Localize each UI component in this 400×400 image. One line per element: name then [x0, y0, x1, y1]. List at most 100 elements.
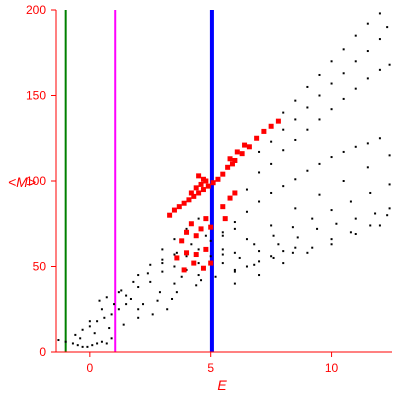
black-point [342, 48, 345, 51]
black-point [366, 50, 369, 53]
black-point [74, 333, 77, 336]
black-point [306, 106, 309, 109]
black-point [175, 251, 178, 254]
red-point [246, 144, 252, 150]
black-point [318, 162, 321, 165]
black-point [161, 258, 164, 261]
x-axis-title: E [217, 377, 227, 393]
red-point [232, 157, 238, 163]
black-point [96, 320, 99, 323]
black-point [105, 296, 108, 299]
y-tick-label: 200 [26, 3, 46, 17]
red-point [184, 229, 190, 235]
red-point [196, 173, 202, 179]
black-point [110, 313, 113, 316]
black-point [258, 260, 261, 263]
black-point [233, 270, 236, 273]
black-point [100, 308, 103, 311]
black-point [330, 238, 333, 241]
black-point [335, 222, 338, 225]
red-point [203, 216, 209, 222]
red-point [229, 161, 235, 167]
black-point [158, 291, 161, 294]
black-point [197, 217, 200, 220]
black-point [233, 251, 236, 254]
black-point [386, 214, 389, 217]
black-point [166, 308, 169, 311]
black-point [388, 207, 391, 210]
black-point [369, 191, 372, 194]
black-point [161, 270, 164, 273]
black-point [171, 297, 174, 300]
red-point [198, 226, 204, 232]
black-point [125, 294, 128, 297]
red-point [188, 221, 194, 227]
black-point [103, 316, 106, 319]
black-point [374, 212, 377, 215]
black-point [311, 217, 314, 220]
black-point [342, 150, 345, 153]
black-point [76, 344, 79, 347]
black-point [366, 142, 369, 145]
black-point [354, 87, 357, 90]
black-point [137, 316, 140, 319]
black-point [233, 282, 236, 285]
black-point [342, 72, 345, 75]
y-tick-label: 100 [26, 174, 46, 188]
black-point [270, 255, 273, 258]
red-point [167, 212, 173, 218]
black-point [282, 149, 285, 152]
black-point [318, 73, 321, 76]
black-point [318, 94, 321, 97]
red-point [196, 190, 202, 196]
black-point [173, 282, 176, 285]
black-point [209, 239, 212, 242]
red-point [174, 255, 180, 261]
black-point [349, 231, 352, 234]
black-point [306, 251, 309, 254]
black-point [258, 171, 261, 174]
black-point [204, 234, 207, 237]
red-point [171, 207, 177, 213]
red-point [227, 195, 233, 201]
black-point [57, 339, 60, 342]
black-point [378, 137, 381, 140]
black-point [96, 342, 99, 345]
red-point [227, 156, 233, 162]
black-point [149, 280, 152, 283]
black-point [342, 97, 345, 100]
black-point [378, 38, 381, 41]
red-point [198, 181, 204, 187]
black-point [100, 340, 103, 343]
black-point [91, 344, 94, 347]
black-point [270, 224, 273, 227]
black-point [245, 210, 248, 213]
red-point [188, 190, 194, 196]
red-point [203, 246, 209, 252]
black-point [233, 221, 236, 224]
black-point [120, 289, 123, 292]
black-point [117, 308, 120, 311]
black-point [253, 243, 256, 246]
red-point [254, 135, 260, 141]
red-point [220, 204, 226, 210]
black-point [233, 227, 236, 230]
black-point [238, 256, 241, 259]
black-point [378, 12, 381, 15]
black-point [137, 308, 140, 311]
red-point [225, 164, 231, 170]
red-point [261, 128, 267, 134]
black-point [81, 328, 84, 331]
black-point [129, 297, 132, 300]
black-point [146, 272, 149, 275]
black-point [282, 185, 285, 188]
black-point [354, 145, 357, 148]
black-point [245, 238, 248, 241]
black-point [221, 234, 224, 237]
black-point [173, 265, 176, 268]
black-point [253, 263, 256, 266]
red-point [268, 123, 274, 129]
y-tick-label: 150 [26, 89, 46, 103]
